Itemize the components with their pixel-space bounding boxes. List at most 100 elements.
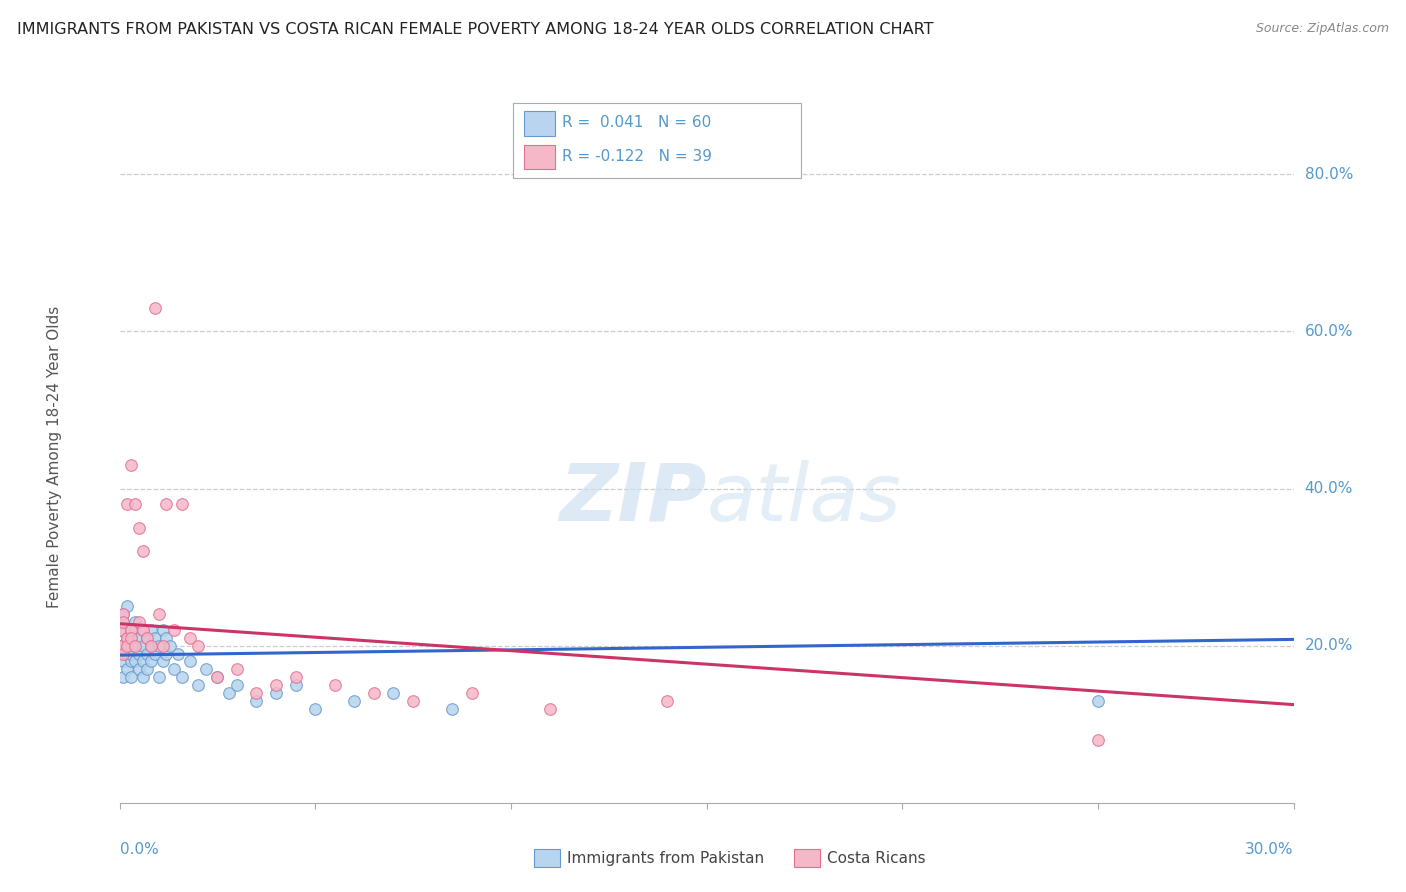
Point: [264, 686, 287, 700]
Point: [124, 639, 146, 653]
Point: [245, 686, 267, 700]
Point: [207, 670, 229, 684]
Text: Immigrants from Pakistan: Immigrants from Pakistan: [567, 851, 763, 865]
Text: ZIP: ZIP: [560, 459, 707, 538]
Point: [135, 647, 157, 661]
Point: [441, 701, 464, 715]
Point: [152, 623, 174, 637]
Text: 0.0%: 0.0%: [120, 842, 159, 856]
Point: [163, 662, 186, 676]
Point: [657, 694, 679, 708]
Point: [117, 599, 139, 614]
Text: R =  0.041   N = 60: R = 0.041 N = 60: [562, 115, 711, 129]
Point: [124, 654, 146, 668]
Point: [117, 631, 139, 645]
Point: [128, 662, 150, 676]
Text: Source: ZipAtlas.com: Source: ZipAtlas.com: [1256, 22, 1389, 36]
Point: [402, 694, 425, 708]
Point: [135, 662, 157, 676]
Point: [139, 654, 162, 668]
Point: [112, 647, 135, 661]
Point: [117, 639, 139, 653]
Point: [132, 654, 155, 668]
Point: [179, 631, 201, 645]
Point: [117, 662, 139, 676]
Point: [132, 670, 155, 684]
Text: 20.0%: 20.0%: [1305, 638, 1353, 653]
Point: [139, 639, 162, 653]
Point: [155, 647, 177, 661]
Point: [284, 670, 307, 684]
Point: [148, 639, 170, 653]
Point: [187, 639, 209, 653]
Point: [460, 686, 484, 700]
Point: [172, 497, 194, 511]
Text: atlas: atlas: [707, 459, 901, 538]
Point: [225, 662, 249, 676]
Point: [143, 631, 166, 645]
Point: [152, 639, 174, 653]
Text: 60.0%: 60.0%: [1305, 324, 1353, 339]
Point: [538, 701, 561, 715]
Text: IMMIGRANTS FROM PAKISTAN VS COSTA RICAN FEMALE POVERTY AMONG 18-24 YEAR OLDS COR: IMMIGRANTS FROM PAKISTAN VS COSTA RICAN …: [17, 22, 934, 37]
Point: [128, 615, 150, 629]
Point: [132, 639, 155, 653]
Point: [124, 497, 146, 511]
Point: [207, 670, 229, 684]
Point: [1087, 694, 1109, 708]
Point: [120, 647, 142, 661]
Point: [132, 623, 155, 637]
Point: [132, 623, 155, 637]
Point: [225, 678, 249, 692]
Point: [139, 639, 162, 653]
Point: [167, 647, 190, 661]
Point: [382, 686, 405, 700]
Point: [112, 647, 135, 661]
Point: [117, 631, 139, 645]
Point: [148, 607, 170, 622]
Point: [135, 631, 157, 645]
Text: R = -0.122   N = 39: R = -0.122 N = 39: [562, 149, 713, 163]
Point: [323, 678, 346, 692]
Point: [108, 639, 131, 653]
Text: 80.0%: 80.0%: [1305, 167, 1353, 182]
Point: [245, 694, 267, 708]
Point: [163, 623, 186, 637]
Point: [1087, 733, 1109, 747]
Point: [112, 654, 135, 668]
Point: [120, 623, 142, 637]
Point: [139, 623, 162, 637]
Point: [120, 654, 142, 668]
Point: [117, 647, 139, 661]
Point: [108, 623, 131, 637]
Point: [120, 631, 142, 645]
Point: [143, 301, 166, 315]
Point: [343, 694, 366, 708]
Point: [124, 623, 146, 637]
Point: [112, 615, 135, 629]
Point: [159, 639, 181, 653]
Point: [112, 607, 135, 622]
Point: [128, 521, 150, 535]
Point: [117, 497, 139, 511]
Text: 40.0%: 40.0%: [1305, 481, 1353, 496]
Point: [124, 639, 146, 653]
Point: [108, 623, 131, 637]
Point: [117, 639, 139, 653]
Point: [218, 686, 240, 700]
Point: [363, 686, 385, 700]
Point: [264, 678, 287, 692]
Point: [304, 701, 326, 715]
Point: [120, 670, 142, 684]
Point: [155, 497, 177, 511]
Point: [155, 631, 177, 645]
Point: [135, 631, 157, 645]
Point: [112, 615, 135, 629]
Point: [194, 662, 217, 676]
Point: [132, 544, 155, 558]
Point: [124, 615, 146, 629]
Point: [143, 647, 166, 661]
Point: [187, 678, 209, 692]
Point: [179, 654, 201, 668]
Text: 30.0%: 30.0%: [1246, 842, 1294, 856]
